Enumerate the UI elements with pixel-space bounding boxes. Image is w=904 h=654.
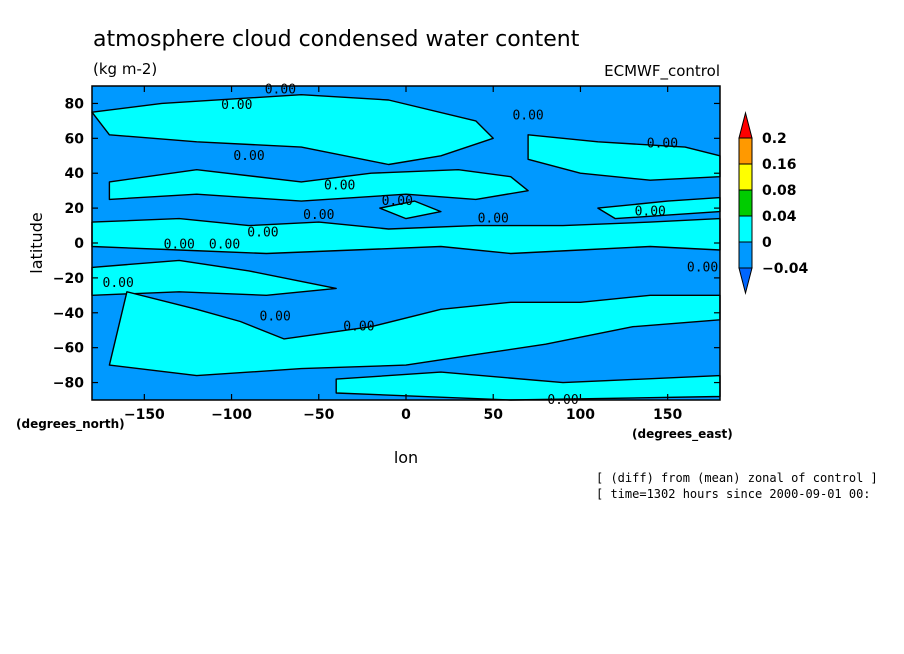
chart-units: (kg m-2): [93, 60, 157, 78]
y-tick-label: −80: [53, 376, 84, 392]
y-axis: −80 −60 −40 −20 0 20 40 60 80: [53, 96, 720, 392]
positive-region-1: [108, 168, 529, 202]
y-tick-label: 40: [65, 166, 85, 182]
colorbar-min-arrow: [738, 267, 753, 295]
colorbar-max-arrow: [738, 111, 753, 139]
x-unit-label: (degrees_east): [632, 427, 733, 442]
x-tick-label: −150: [124, 407, 165, 423]
y-tick-label: 0: [74, 236, 84, 252]
contour-label-1: 0.00: [221, 98, 252, 113]
contour-label-4: 0.00: [324, 178, 355, 193]
contour-label-16: 0.00: [343, 320, 374, 335]
colorbar-label-1: 0.16: [762, 157, 797, 173]
colorbar: 0.2 0.16 0.08 0.04 0 −0.04: [738, 111, 809, 295]
dataset-label: ECMWF_control: [604, 62, 720, 81]
footnote-2: [ time=1302 hours since 2000-09-01 00:: [596, 487, 871, 501]
contour-label-9: 0.00: [164, 238, 195, 253]
colorbar-band-0: [738, 137, 753, 165]
x-tick-label: −100: [211, 407, 252, 423]
x-tick-label: −50: [303, 407, 334, 423]
y-tick-label: 80: [65, 96, 85, 112]
contour-label-12: 0.00: [303, 208, 334, 223]
colorbar-label-4: 0: [762, 235, 772, 251]
x-tick-label: 150: [653, 407, 682, 423]
colorbar-label-2: 0.08: [762, 183, 797, 199]
colorbar-band-2: [738, 189, 753, 217]
contour-label-13: 0.00: [687, 260, 718, 275]
chart-title: atmosphere cloud condensed water content: [93, 27, 580, 52]
colorbar-label-3: 0.04: [762, 209, 797, 225]
contour-label-14: 0.00: [103, 276, 134, 291]
y-axis-label: latitude: [27, 212, 46, 273]
y-tick-label: −20: [53, 271, 84, 287]
y-unit-label: (degrees_north): [16, 417, 125, 432]
y-tick-label: 20: [65, 201, 85, 217]
plot-area: 0.00 0.00 0.00 0.00 0.00 0.00 0.00 0.00 0.00 0.00…: [91, 82, 721, 408]
contour-label-8: 0.00: [635, 205, 666, 220]
positive-region-8: [379, 200, 442, 220]
contour-label-10: 0.00: [209, 238, 240, 253]
contour-label-0: 0.00: [265, 82, 296, 97]
x-tick-label: 0: [401, 407, 411, 423]
contour-fill-layer: [91, 93, 721, 401]
positive-region-0: [91, 93, 494, 166]
contour-label-11: 0.00: [247, 226, 278, 241]
colorbar-band-1: [738, 163, 753, 191]
contour-label-2: 0.00: [512, 109, 543, 124]
x-tick-label: 50: [483, 407, 503, 423]
x-axis-label: lon: [394, 448, 418, 467]
x-tick-label: 100: [566, 407, 595, 423]
contour-label-15: 0.00: [260, 309, 291, 324]
positive-region-3: [91, 259, 337, 296]
colorbar-label-0: 0.2: [762, 131, 787, 147]
contour-label-5: 0.00: [382, 194, 413, 209]
y-tick-label: −60: [53, 341, 84, 357]
y-tick-label: 60: [65, 131, 85, 147]
colorbar-band-3: [738, 215, 753, 243]
footnote-1: [ (diff) from (mean) zonal of control ]: [596, 471, 878, 485]
contour-label-6: 0.00: [478, 212, 509, 227]
y-tick-label: −40: [53, 306, 84, 322]
colorbar-label-5: −0.04: [762, 261, 809, 277]
contour-label-3: 0.00: [233, 149, 264, 164]
x-axis: −150 −100 −50 0 50 100 150: [124, 86, 683, 423]
contour-label-7: 0.00: [647, 137, 678, 152]
colorbar-band-4: [738, 241, 753, 269]
